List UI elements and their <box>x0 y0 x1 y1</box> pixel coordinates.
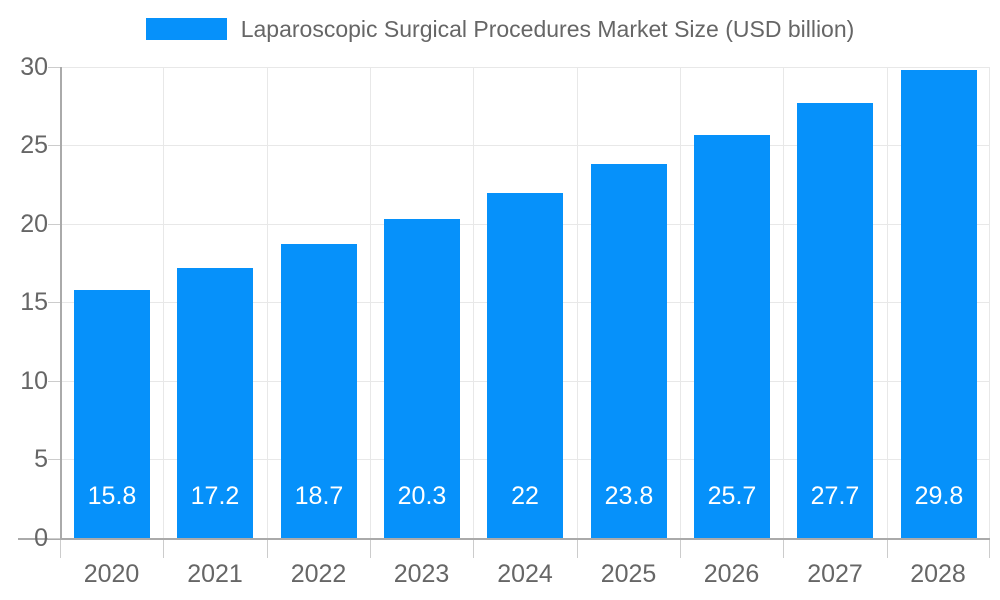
y-axis-line <box>60 67 62 538</box>
y-tick-label-30: 30 <box>20 53 48 81</box>
bar-2027[interactable]: 27.7 <box>797 103 873 538</box>
bar-2026[interactable]: 25.7 <box>694 135 770 538</box>
x-tick-label-2022: 2022 <box>290 560 347 588</box>
xtick-mark-2 <box>267 540 268 558</box>
xtick-mark-0 <box>60 540 61 558</box>
bar-2024[interactable]: 22 <box>487 193 563 538</box>
x-tick-label-2026: 2026 <box>703 560 760 588</box>
xtick-mark-1 <box>163 540 164 558</box>
y-tick-label-5: 5 <box>34 445 48 473</box>
xtick-mark-7 <box>783 540 784 558</box>
vgridline-8 <box>887 67 888 538</box>
gridline-30 <box>60 67 990 68</box>
ytick-dash-20 <box>48 224 60 225</box>
bar-value-label: 23.8 <box>604 482 654 510</box>
bar-value-label: 18.7 <box>294 482 344 510</box>
y-tick-label-15: 15 <box>20 288 48 316</box>
ytick-dash-5 <box>48 459 60 460</box>
vgridline-6 <box>680 67 681 538</box>
vgridline-4 <box>473 67 474 538</box>
bar-2023[interactable]: 20.3 <box>384 219 460 538</box>
x-tick-label-2024: 2024 <box>497 560 553 588</box>
x-tick-label-2025: 2025 <box>600 560 657 588</box>
bar-2020[interactable]: 15.8 <box>74 290 150 538</box>
xtick-mark-6 <box>680 540 681 558</box>
vgridline-9 <box>989 67 990 538</box>
xtick-mark-4 <box>473 540 474 558</box>
bar-value-label: 27.7 <box>810 482 860 510</box>
x-axis-line <box>18 538 990 540</box>
legend-item-label: Laparoscopic Surgical Procedures Market … <box>240 15 855 42</box>
vgridline-3 <box>370 67 371 538</box>
ytick-dash-30 <box>48 67 60 68</box>
bar-2021[interactable]: 17.2 <box>177 268 253 538</box>
vgridline-2 <box>267 67 268 538</box>
x-tick-label-2021: 2021 <box>187 560 243 588</box>
gridline-25 <box>60 145 990 146</box>
x-tick-label-2027: 2027 <box>807 560 863 588</box>
bar-value-label: 25.7 <box>707 482 757 510</box>
vgridline-1 <box>163 67 164 538</box>
xtick-mark-8 <box>887 540 888 558</box>
vgridline-5 <box>577 67 578 538</box>
chart-legend: Laparoscopic Surgical Procedures Market … <box>0 0 1000 58</box>
legend-item-market-size[interactable]: Laparoscopic Surgical Procedures Market … <box>145 15 855 42</box>
bar-2025[interactable]: 23.8 <box>591 164 667 538</box>
vgridline-7 <box>783 67 784 538</box>
bars-layer: 15.8 17.2 18.7 20.3 22 23.8 25.7 27.7 29… <box>60 67 990 538</box>
x-tick-label-2023: 2023 <box>393 560 450 588</box>
bar-value-label: 17.2 <box>190 482 240 510</box>
y-tick-label-25: 25 <box>20 131 48 159</box>
bar-2028[interactable]: 29.8 <box>901 70 977 538</box>
bar-value-label: 15.8 <box>87 482 137 510</box>
ytick-dash-10 <box>48 381 60 382</box>
y-tick-label-10: 10 <box>20 367 48 395</box>
bar-value-label: 29.8 <box>914 482 964 510</box>
x-tick-label-2028: 2028 <box>910 560 966 588</box>
bar-2022[interactable]: 18.7 <box>281 244 357 538</box>
y-tick-label-20: 20 <box>20 210 48 238</box>
x-tick-label-2020: 2020 <box>83 560 140 588</box>
ytick-dash-15 <box>48 302 60 303</box>
xtick-mark-5 <box>577 540 578 558</box>
xtick-mark-3 <box>370 540 371 558</box>
ytick-dash-0 <box>48 538 60 539</box>
y-tick-label-0: 0 <box>34 524 48 552</box>
bar-value-label: 22 <box>511 482 539 510</box>
bar-value-label: 20.3 <box>397 482 447 510</box>
xtick-mark-9 <box>989 540 990 558</box>
legend-color-swatch-icon <box>145 18 227 40</box>
ytick-dash-25 <box>48 145 60 146</box>
